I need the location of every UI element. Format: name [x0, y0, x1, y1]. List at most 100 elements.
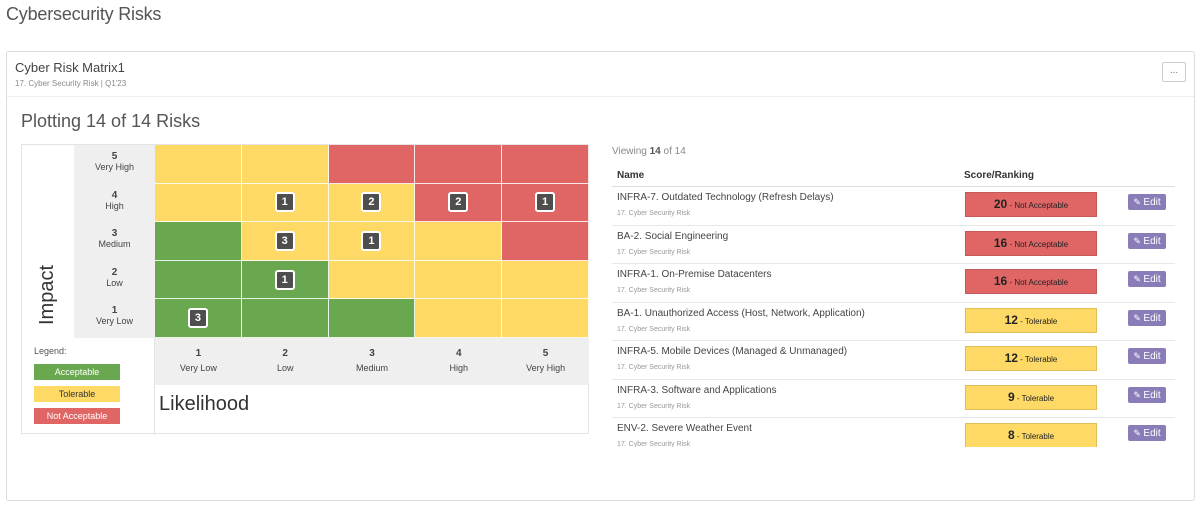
risk-name[interactable]: BA-2. Social Engineering	[617, 230, 729, 242]
plot-title: Plotting 14 of 14 Risks	[21, 111, 201, 131]
panel-header: Cyber Risk Matrix1 17. Cyber Security Ri…	[7, 52, 1194, 97]
matrix-cell	[502, 299, 589, 338]
matrix-cell	[241, 145, 329, 184]
score-ranking: - Tolerable	[1014, 393, 1055, 403]
impact-level-label: 2 Low	[74, 261, 155, 300]
pencil-icon: ✎	[1133, 274, 1144, 284]
risk-count-badge[interactable]: 3	[274, 230, 295, 251]
panel-subtitle: 17. Cyber Security Risk | Q1'23	[15, 79, 127, 88]
risk-name[interactable]: BA-1. Unauthorized Access (Host, Network…	[617, 307, 865, 319]
risk-count-badge[interactable]: 2	[448, 192, 469, 213]
legend-title: Legend:	[34, 346, 67, 356]
risk-category: 17. Cyber Security Risk	[617, 364, 691, 371]
risk-row: ENV-2. Severe Weather Event 17. Cyber Sec…	[612, 418, 1175, 447]
edit-button[interactable]: ✎ Edit	[1128, 425, 1166, 441]
matrix-cell: 3	[155, 299, 242, 338]
risk-count-badge[interactable]: 1	[274, 192, 295, 213]
matrix-cell	[155, 222, 242, 261]
edit-button[interactable]: ✎ Edit	[1128, 386, 1166, 403]
risk-matrix-panel: Cyber Risk Matrix1 17. Cyber Security Ri…	[6, 51, 1195, 501]
impact-level-label: 1 Very Low	[74, 299, 155, 338]
score-badge: 16 - Not Acceptable	[965, 230, 1097, 256]
score-value: 16	[993, 274, 1008, 288]
risk-count-badge[interactable]: 1	[535, 192, 556, 213]
edit-button[interactable]: ✎ Edit	[1128, 348, 1166, 364]
column-score-header: Score/Ranking	[964, 170, 1035, 181]
impact-level-text: Very High	[94, 162, 135, 172]
score-badge: 20 - Not Acceptable	[965, 192, 1097, 217]
pencil-icon: ✎	[1133, 351, 1144, 361]
matrix-cell: 1	[328, 222, 416, 261]
edit-button[interactable]: ✎ Edit	[1128, 309, 1166, 326]
risk-name[interactable]: INFRA-7. Outdated Technology (Refresh De…	[617, 192, 834, 203]
likelihood-level-label: 2 Low	[242, 338, 329, 385]
edit-label: Edit	[1143, 312, 1161, 324]
column-name-header: Name	[617, 170, 645, 181]
likelihood-level-text: Medium	[355, 363, 388, 373]
impact-level-text: Very Low	[95, 316, 134, 327]
risk-row: BA-2. Social Engineering 17. Cyber Securi…	[612, 226, 1175, 264]
pencil-icon: ✎	[1133, 235, 1144, 246]
score-ranking: - Tolerable	[1017, 355, 1058, 364]
impact-level-label: 4 High	[74, 184, 155, 223]
risk-count-badge[interactable]: 1	[361, 230, 382, 251]
impact-level-label: 3 Medium	[74, 222, 155, 261]
risk-category: 17. Cyber Security Risk	[617, 210, 691, 217]
more-options-button[interactable]: ...	[1162, 62, 1186, 82]
edit-label: Edit	[1143, 389, 1161, 401]
risk-count-badge[interactable]: 2	[361, 192, 382, 213]
likelihood-level-text: Low	[276, 363, 294, 373]
impact-level-text: High	[105, 200, 124, 211]
legend-acceptable: Acceptable	[34, 364, 120, 380]
score-ranking: - Tolerable	[1014, 432, 1055, 441]
risk-row: INFRA-3. Software and Applications 17. Cy…	[612, 380, 1175, 418]
risk-row: BA-1. Unauthorized Access (Host, Network…	[612, 303, 1175, 341]
matrix-cell	[415, 222, 503, 261]
risk-name[interactable]: INFRA-5. Mobile Devices (Managed & Unman…	[617, 346, 848, 357]
edit-button[interactable]: ✎ Edit	[1128, 232, 1166, 249]
edit-label: Edit	[1143, 274, 1161, 285]
risk-name[interactable]: INFRA-3. Software and Applications	[617, 384, 777, 396]
legend-not-acceptable: Not Acceptable	[34, 408, 120, 424]
impact-axis: Impact	[22, 145, 74, 338]
pencil-icon: ✎	[1133, 312, 1144, 323]
likelihood-level-label: 3 Medium	[329, 338, 416, 385]
edit-button[interactable]: ✎ Edit	[1128, 271, 1166, 287]
viewing-prefix: Viewing	[612, 146, 647, 157]
viewing-number: 14	[649, 146, 661, 157]
likelihood-level-label: 5 Very High	[502, 338, 589, 385]
risk-list-header: Name Score/Ranking	[612, 165, 1175, 187]
matrix-cell	[241, 299, 329, 338]
score-value: 9	[1007, 389, 1015, 404]
risk-row: INFRA-7. Outdated Technology (Refresh De…	[612, 187, 1175, 226]
likelihood-level-labels: 1 Very Low 2 Low 3 Medium 4 High 5 Very High	[155, 338, 589, 385]
edit-label: Edit	[1143, 235, 1161, 247]
legend-tolerable: Tolerable	[34, 386, 120, 402]
likelihood-level-text: Very Low	[179, 363, 217, 373]
matrix-cell: 1	[241, 183, 329, 223]
score-value: 12	[1004, 312, 1018, 327]
risk-name[interactable]: INFRA-1. On-Premise Datacenters	[617, 269, 772, 280]
matrix-cell: 2	[328, 183, 416, 223]
matrix-cell	[155, 183, 242, 223]
risk-count-badge[interactable]: 1	[274, 269, 295, 290]
score-ranking: - Not Acceptable	[1007, 239, 1069, 249]
matrix-cell	[502, 222, 589, 261]
edit-label: Edit	[1143, 351, 1161, 362]
matrix-cell	[328, 145, 416, 184]
edit-button[interactable]: ✎ Edit	[1128, 194, 1166, 210]
score-ranking: - Not Acceptable	[1007, 201, 1069, 210]
risk-category: 17. Cyber Security Risk	[617, 441, 691, 447]
score-badge: 16 - Not Acceptable	[965, 269, 1097, 294]
pencil-icon: ✎	[1133, 389, 1144, 400]
risk-category: 17. Cyber Security Risk	[617, 402, 691, 410]
risk-category: 17. Cyber Security Risk	[617, 248, 691, 256]
panel-title: Cyber Risk Matrix1	[15, 60, 125, 75]
risk-count-badge[interactable]: 3	[187, 308, 208, 329]
score-badge: 12 - Tolerable	[965, 346, 1097, 371]
score-ranking: - Not Acceptable	[1007, 278, 1069, 287]
risk-name[interactable]: ENV-2. Severe Weather Event	[617, 423, 752, 434]
edit-label: Edit	[1143, 197, 1161, 208]
impact-level-number: 2	[111, 266, 118, 278]
impact-level-text: Medium	[98, 239, 131, 250]
